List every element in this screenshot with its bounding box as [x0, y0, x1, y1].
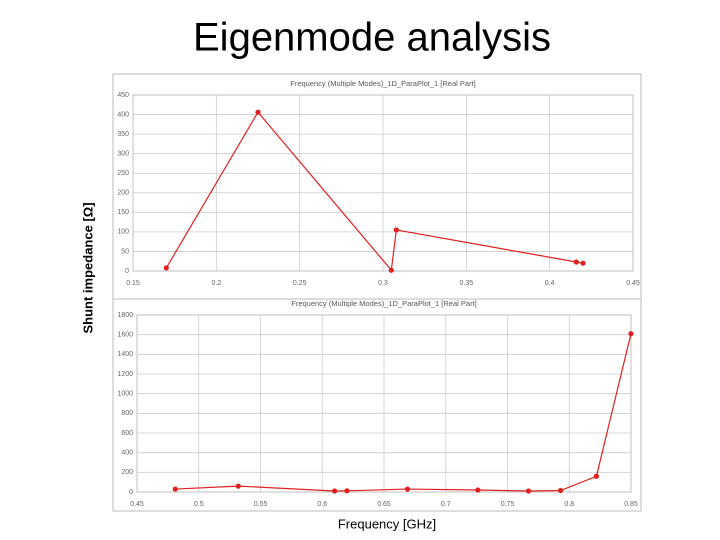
data-point — [593, 473, 600, 479]
chart-title: Frequency (Multiple Modes)_1D_ParaPlot_1… — [290, 79, 476, 88]
data-point — [344, 488, 350, 494]
chart-frame — [112, 298, 642, 512]
data-point — [163, 265, 169, 271]
series-line — [175, 333, 632, 492]
x-tick-label: 0.75 — [501, 501, 515, 508]
x-tick-label: 0.7 — [441, 501, 451, 508]
y-tick-label: 0 — [129, 489, 133, 496]
y-tick-label: 400 — [117, 111, 129, 118]
x-tick-label: 0.45 — [626, 280, 640, 287]
y-tick-label: 300 — [117, 151, 129, 158]
x-axis-label: Frequency [GHz] — [338, 516, 436, 531]
y-tick-label: 50 — [121, 248, 129, 255]
x-tick-label: 0.15 — [126, 280, 140, 287]
chart-title: Frequency (Multiple Modes)_1D_ParaPlot_1… — [291, 299, 477, 308]
y-tick-label: 1200 — [117, 371, 133, 378]
y-tick-label: 100 — [117, 229, 129, 236]
data-point — [388, 267, 394, 273]
x-tick-label: 0.8 — [564, 501, 574, 508]
y-tick-label: 1400 — [117, 351, 133, 358]
data-point — [573, 259, 579, 265]
data-point — [393, 227, 399, 233]
y-tick-label: 250 — [117, 170, 129, 177]
y-tick-label: 350 — [117, 131, 129, 138]
x-tick-label: 0.5 — [194, 501, 204, 508]
y-tick-label: 400 — [121, 450, 133, 457]
y-tick-label: 600 — [121, 430, 133, 437]
data-point — [580, 260, 586, 266]
data-point — [628, 331, 634, 337]
x-tick-label: 0.2 — [211, 280, 221, 287]
data-point — [332, 488, 338, 494]
y-tick-label: 200 — [121, 469, 133, 476]
data-point — [235, 483, 241, 489]
y-axis-label: Shunt impedance [Ω] — [80, 202, 95, 333]
y-tick-label: 450 — [117, 92, 129, 99]
x-tick-label: 0.25 — [293, 280, 307, 287]
data-point — [404, 486, 411, 492]
x-tick-label: 0.3 — [378, 280, 388, 287]
y-tick-label: 1600 — [117, 332, 133, 339]
data-point — [475, 487, 481, 493]
x-tick-label: 0.45 — [130, 501, 144, 508]
data-point — [172, 486, 178, 492]
y-tick-label: 1000 — [117, 391, 133, 398]
slide-title: Eigenmode analysis — [193, 16, 551, 60]
x-tick-label: 0.6 — [317, 501, 327, 508]
x-tick-label: 0.85 — [624, 501, 638, 508]
y-tick-label: 1800 — [117, 312, 133, 319]
data-point — [525, 488, 532, 494]
y-tick-label: 800 — [121, 410, 133, 417]
data-point — [558, 487, 564, 494]
data-point — [255, 109, 261, 115]
y-tick-label: 200 — [117, 190, 129, 197]
y-tick-label: 150 — [117, 209, 129, 216]
y-tick-label: 0 — [125, 268, 129, 275]
x-tick-label: 0.35 — [460, 280, 474, 287]
x-tick-label: 0.4 — [545, 280, 555, 287]
x-tick-label: 0.65 — [377, 501, 391, 508]
x-tick-label: 0.55 — [254, 501, 268, 508]
